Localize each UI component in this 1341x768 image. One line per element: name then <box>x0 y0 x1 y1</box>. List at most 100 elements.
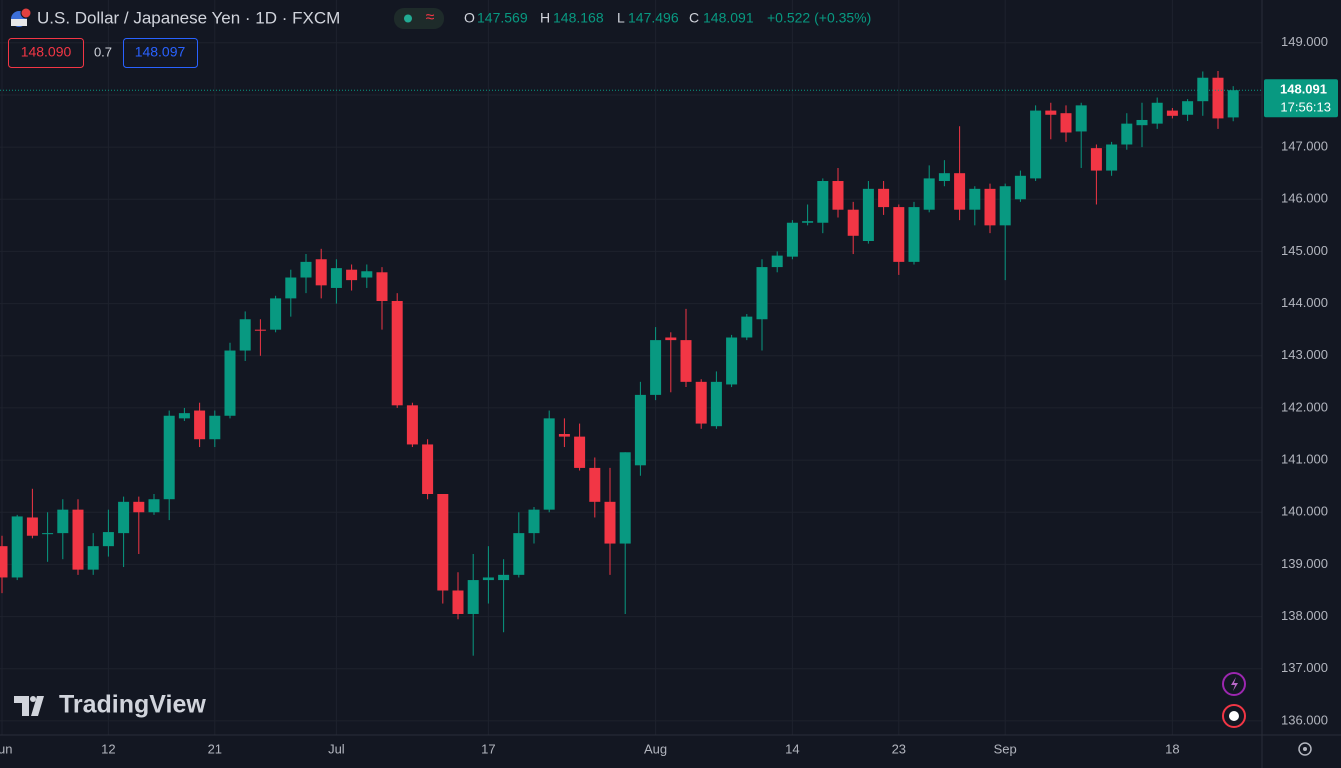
candle-body <box>984 188 996 226</box>
candle-body <box>148 499 160 513</box>
candle-body <box>680 340 692 382</box>
alert-icon <box>1231 677 1238 691</box>
price-tag-value: 148.091 <box>1280 82 1327 97</box>
candle-body <box>1045 110 1057 115</box>
candle-body <box>954 173 966 210</box>
candle-body <box>847 209 859 236</box>
candle-body <box>422 444 434 494</box>
y-tick-label: 143.000 <box>1281 347 1328 362</box>
candle-body <box>832 181 844 210</box>
candle-body <box>650 340 662 395</box>
watermark: TradingView <box>59 691 206 719</box>
axes: 136.000 137.000 138.000 139.000 140.000 141.0… <box>0 34 1328 756</box>
candle-body <box>178 413 190 419</box>
candle-body <box>558 434 570 437</box>
y-tick-label: 140.000 <box>1281 504 1328 519</box>
candle-body <box>574 436 586 468</box>
candle-body <box>619 452 631 544</box>
candle-body <box>1060 113 1072 133</box>
candle-body <box>330 268 342 288</box>
candle-body <box>1212 77 1224 119</box>
candle-body <box>1166 110 1178 116</box>
y-tick-label: 136.000 <box>1281 712 1328 727</box>
y-tick-label: 144.000 <box>1281 295 1328 310</box>
flag-icon <box>11 19 27 26</box>
candle-body <box>528 509 540 534</box>
candle-body <box>452 590 464 614</box>
y-tick-label: 146.000 <box>1281 191 1328 206</box>
ohlc-label: H <box>540 10 550 26</box>
candle-body <box>893 207 905 262</box>
ohlc-value: 148.168 <box>553 10 604 26</box>
candle-body <box>817 181 829 223</box>
candle-body <box>102 532 114 547</box>
settings-icon[interactable] <box>1298 742 1312 756</box>
change: +0.522 (+0.35%) <box>767 10 871 26</box>
x-tick-label: 12 <box>101 741 115 756</box>
candle-body <box>209 415 221 440</box>
candle-body <box>133 501 145 513</box>
candle-body <box>771 255 783 268</box>
candle-body <box>361 271 373 278</box>
candle-body <box>285 277 297 299</box>
y-tick-label: 145.000 <box>1281 243 1328 258</box>
candle-body <box>315 259 327 286</box>
grid <box>0 0 1262 735</box>
ohlc-value: 148.091 <box>703 10 754 26</box>
ask: 148.097 <box>135 44 186 60</box>
candle-body <box>1197 77 1209 102</box>
x-tick-label: Sep <box>994 741 1017 756</box>
x-tick-label: 17 <box>481 741 495 756</box>
candle-body <box>695 381 707 424</box>
ask-box[interactable] <box>123 38 198 68</box>
status-badge[interactable] <box>394 8 444 29</box>
ohlc-value: 147.569 <box>477 10 528 26</box>
candle-body <box>194 410 206 440</box>
candle-body <box>1075 105 1087 132</box>
y-tick-label: 139.000 <box>1281 556 1328 571</box>
candle-body <box>391 300 403 406</box>
x-tick-label: 21 <box>208 741 222 756</box>
price-tag: 148.091 17:56:13 <box>0 79 1338 118</box>
candle-body <box>467 580 479 614</box>
candle-body <box>665 337 677 341</box>
flag-icon <box>20 7 32 19</box>
candle-body <box>57 509 69 534</box>
market-open-dot <box>404 14 412 23</box>
x-tick-label: 14 <box>785 741 799 756</box>
candle-body <box>923 178 935 210</box>
candle-body <box>1182 101 1194 115</box>
candle-body <box>498 574 510 581</box>
y-tick-label: 137.000 <box>1281 660 1328 675</box>
candle-body <box>999 186 1011 226</box>
candle-body <box>908 207 920 262</box>
candle-body <box>1014 175 1026 200</box>
candle-body <box>786 222 798 257</box>
bid-box[interactable] <box>8 38 84 68</box>
candle-body <box>589 467 601 502</box>
candle-body <box>406 405 418 445</box>
status-icon: ≈ <box>426 9 435 26</box>
x-tick-label: Aug <box>644 741 667 756</box>
candle-body <box>1151 102 1163 124</box>
y-tick-label: 147.000 <box>1281 139 1328 154</box>
candle-body <box>376 272 388 301</box>
candle-body <box>72 509 84 570</box>
candle-body <box>1227 90 1239 118</box>
symbol-title: U.S. Dollar / Japanese Yen · 1D · FXCM <box>37 8 340 27</box>
x-tick-label: Jun <box>0 741 12 756</box>
candle-body <box>1030 110 1042 179</box>
countdown: 17:56:13 <box>1280 100 1331 115</box>
alert-icon[interactable] <box>1222 672 1246 696</box>
candle-body <box>270 298 282 330</box>
candle-body <box>878 188 890 208</box>
candle-body <box>26 517 38 536</box>
x-tick-label: 18 <box>1165 741 1179 756</box>
candle-body <box>710 381 722 427</box>
candle-body <box>1121 123 1133 145</box>
price-tag-box <box>1264 79 1338 118</box>
candle-body <box>726 337 738 385</box>
y-tick-label: 142.000 <box>1281 399 1328 414</box>
